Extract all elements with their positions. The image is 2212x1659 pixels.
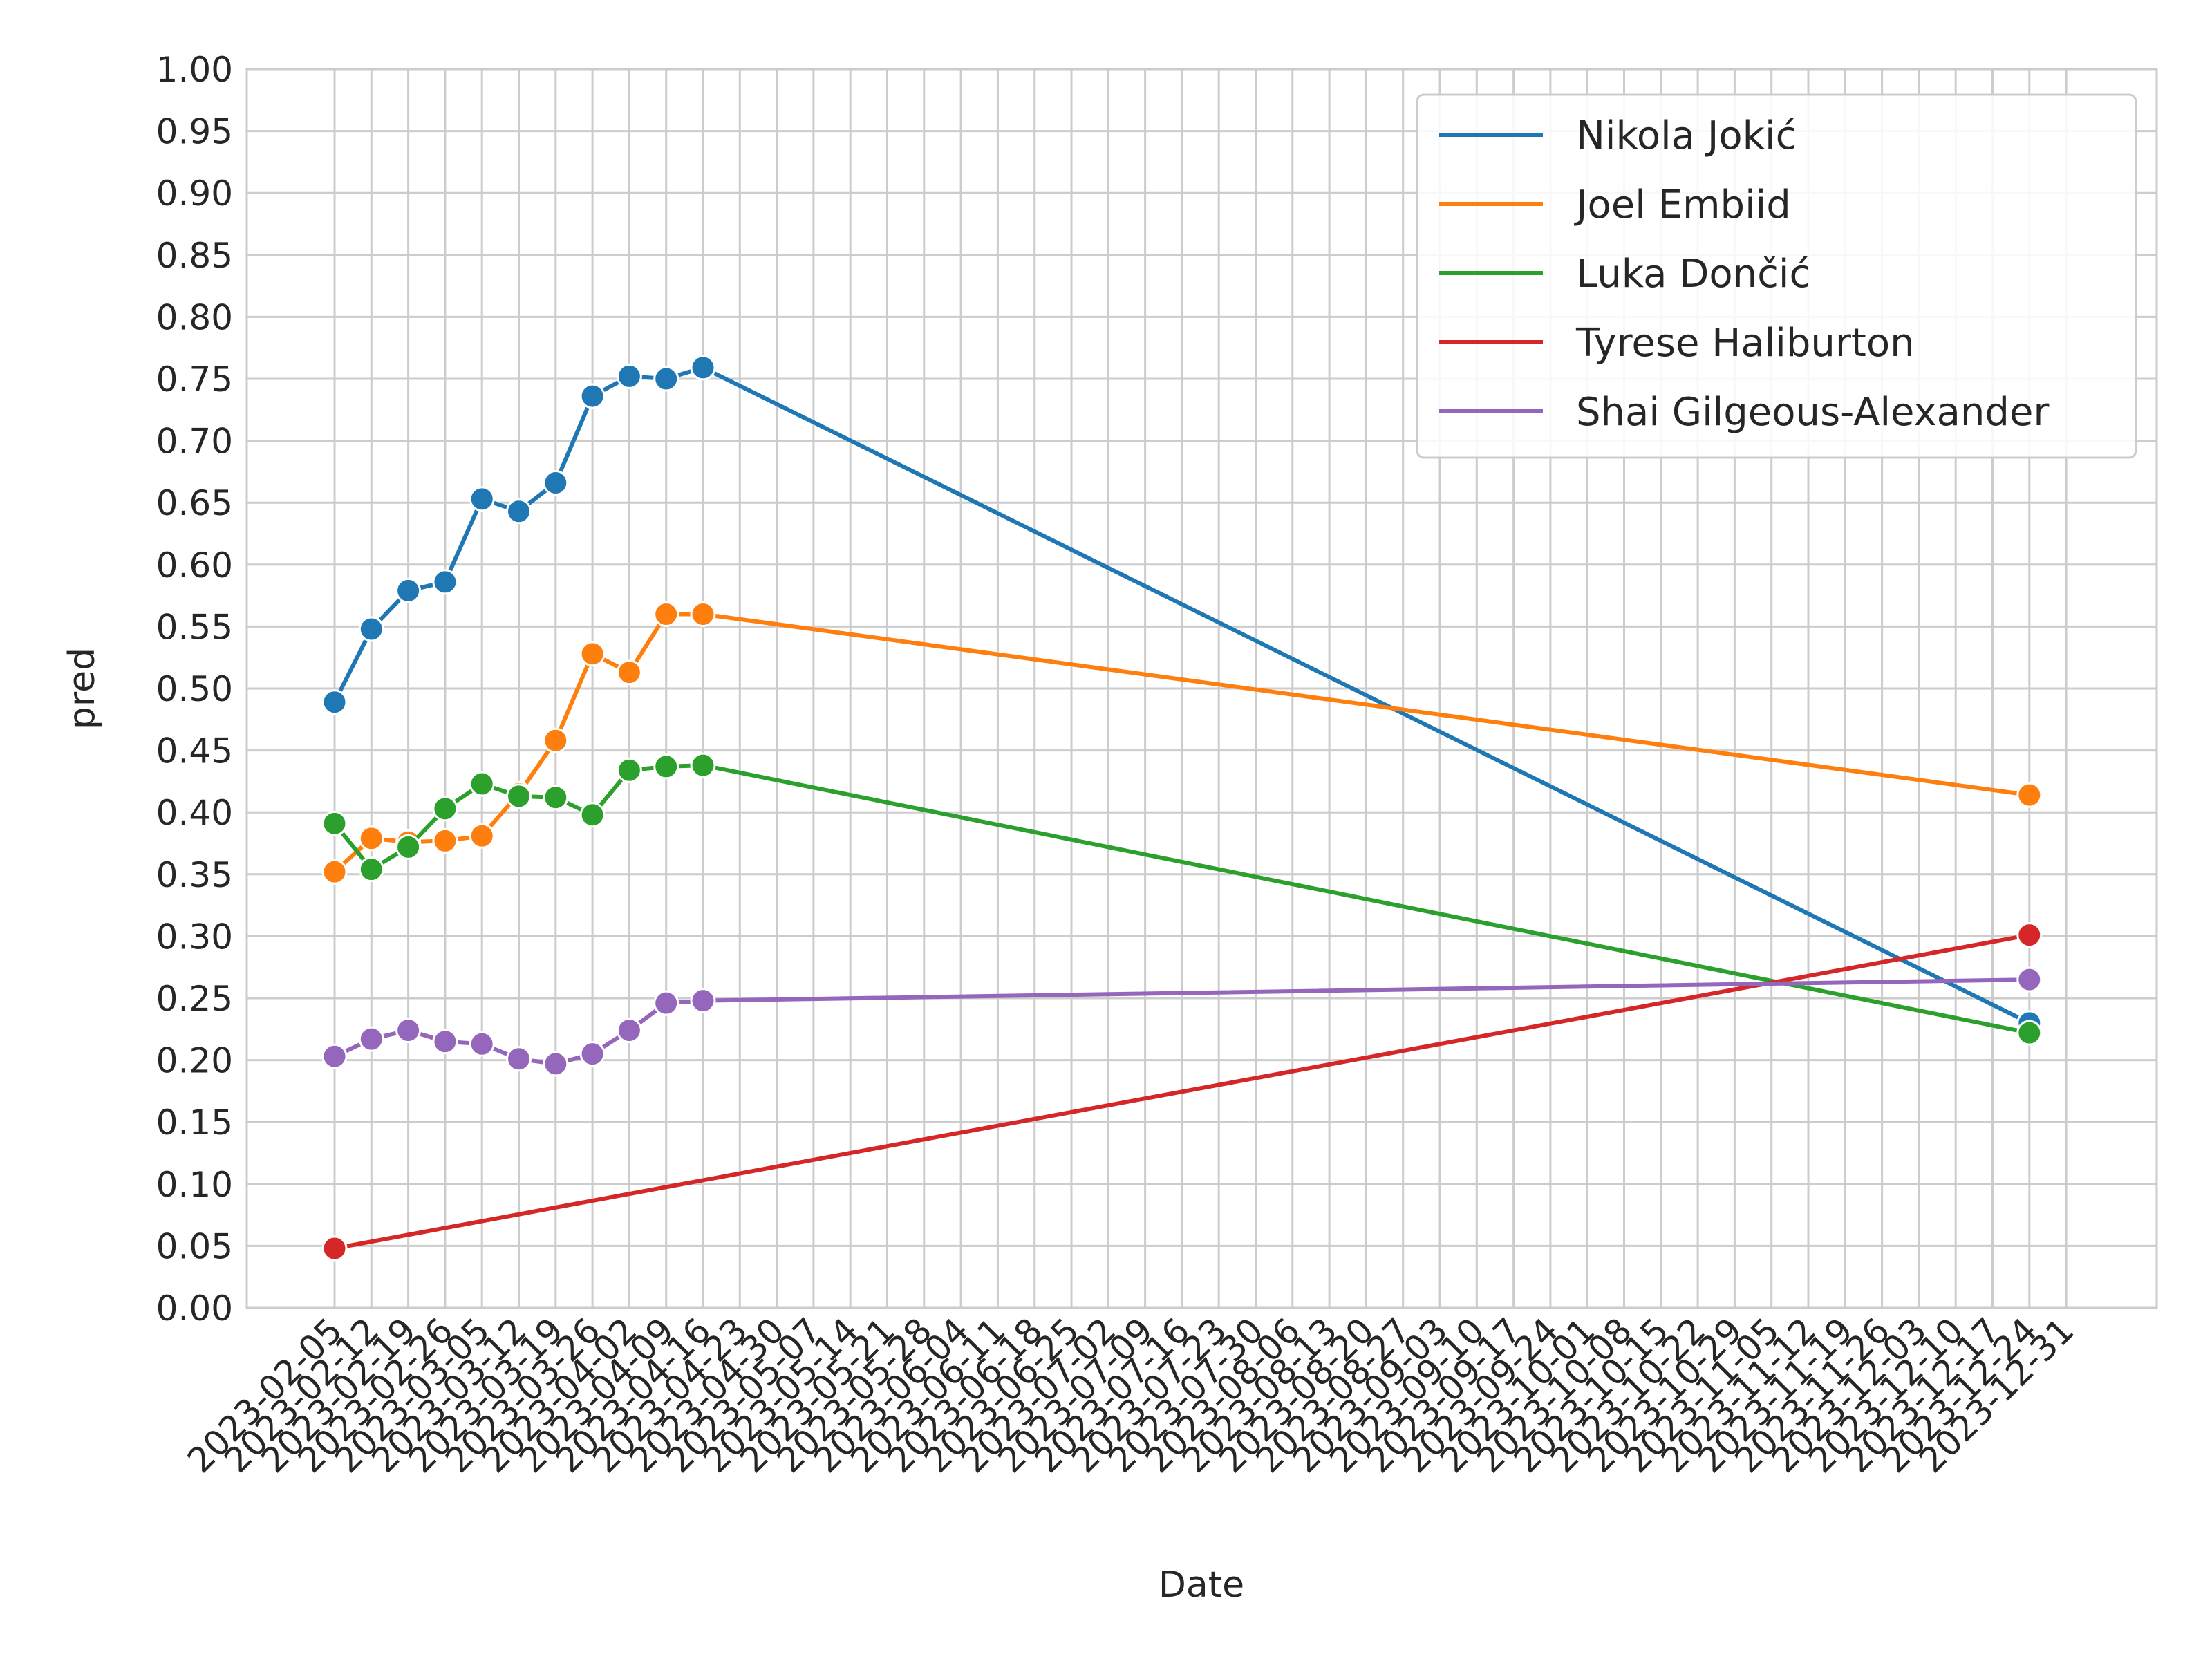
data-point <box>506 783 532 809</box>
y-tick-label: 0.60 <box>156 545 233 585</box>
x-axis: 2023-02-052023-02-122023-02-192023-02-26… <box>180 1310 2082 1480</box>
data-point <box>616 659 642 686</box>
data-point <box>432 796 458 822</box>
data-point <box>653 601 679 627</box>
data-point <box>616 757 642 783</box>
data-point <box>579 1041 606 1067</box>
y-tick-label: 0.45 <box>156 731 233 771</box>
data-point <box>358 1026 384 1052</box>
x-axis-label: Date <box>1159 1564 1244 1606</box>
data-point <box>321 1235 348 1262</box>
legend-label: Luka Dončić <box>1576 252 1810 297</box>
data-point <box>690 601 716 627</box>
data-point <box>321 859 348 885</box>
y-tick-label: 0.90 <box>156 174 233 214</box>
data-point <box>506 1046 532 1072</box>
data-point <box>2016 782 2043 808</box>
data-point <box>579 383 606 409</box>
data-point <box>653 990 679 1016</box>
data-point <box>321 810 348 836</box>
data-point <box>358 856 384 883</box>
y-tick-label: 0.80 <box>156 297 233 337</box>
data-point <box>2016 966 2043 993</box>
legend-label: Joel Embiid <box>1574 182 1791 227</box>
data-point <box>321 689 348 715</box>
legend-label: Shai Gilgeous-Alexander <box>1576 390 2050 435</box>
y-tick-label: 0.70 <box>156 422 233 462</box>
series-group <box>321 966 2043 1077</box>
data-point <box>469 1031 495 1057</box>
y-tick-label: 0.40 <box>156 793 233 833</box>
data-point <box>653 753 679 780</box>
series-group <box>321 752 2043 1046</box>
data-point <box>2016 922 2043 948</box>
y-tick-label: 0.25 <box>156 979 233 1019</box>
series-group <box>321 922 2043 1262</box>
y-tick-label: 0.20 <box>156 1041 233 1081</box>
y-axis: 0.00 0.05 0.10 0.15 0.20 0.25 0.30 0.35 0.40 0.45… <box>156 50 233 1329</box>
y-tick-label: 0.05 <box>156 1226 233 1266</box>
y-axis-label: pred <box>62 648 103 729</box>
legend-label: Tyrese Haliburton <box>1575 321 1915 366</box>
y-tick-label: 0.95 <box>156 112 233 152</box>
y-tick-label: 0.30 <box>156 917 233 957</box>
data-point <box>395 577 422 603</box>
y-tick-label: 0.15 <box>156 1103 233 1143</box>
data-point <box>616 363 642 389</box>
y-tick-label: 0.75 <box>156 359 233 400</box>
plot-frame <box>245 68 2158 1309</box>
data-point <box>579 802 606 828</box>
data-point <box>690 752 716 778</box>
y-tick-label: 0.10 <box>156 1165 233 1205</box>
data-point <box>432 569 458 595</box>
data-point <box>395 834 422 860</box>
y-tick-label: 0.65 <box>156 483 233 523</box>
data-point <box>358 825 384 852</box>
data-point <box>690 988 716 1014</box>
y-tick-label: 0.50 <box>156 669 233 709</box>
data-point <box>432 1029 458 1055</box>
y-tick-label: 0.55 <box>156 607 233 647</box>
data-point <box>543 470 569 496</box>
y-tick-label: 1.00 <box>156 50 233 90</box>
data-point <box>543 785 569 811</box>
legend-label: Nikola Jokić <box>1576 113 1797 158</box>
data-point <box>616 1018 642 1044</box>
series-layer <box>321 355 2043 1262</box>
legend-box <box>1416 93 2137 459</box>
data-point <box>469 771 495 797</box>
y-tick-label: 0.35 <box>156 855 233 895</box>
data-point <box>506 498 532 525</box>
data-point <box>690 355 716 381</box>
data-point <box>321 1043 348 1069</box>
data-point <box>395 1018 422 1044</box>
data-point <box>653 366 679 392</box>
y-tick-label: 0.00 <box>156 1288 233 1329</box>
data-point <box>543 1051 569 1077</box>
data-point <box>2016 1020 2043 1046</box>
data-point <box>358 616 384 642</box>
data-point <box>432 827 458 854</box>
data-point <box>469 823 495 849</box>
data-point <box>469 486 495 512</box>
y-tick-label: 0.85 <box>156 236 233 276</box>
data-point <box>543 727 569 753</box>
data-point <box>579 641 606 667</box>
series-line <box>332 932 2032 1250</box>
legend: Nikola Jokić Joel Embiid Luka Dončić Tyrese… <box>1416 93 2137 459</box>
